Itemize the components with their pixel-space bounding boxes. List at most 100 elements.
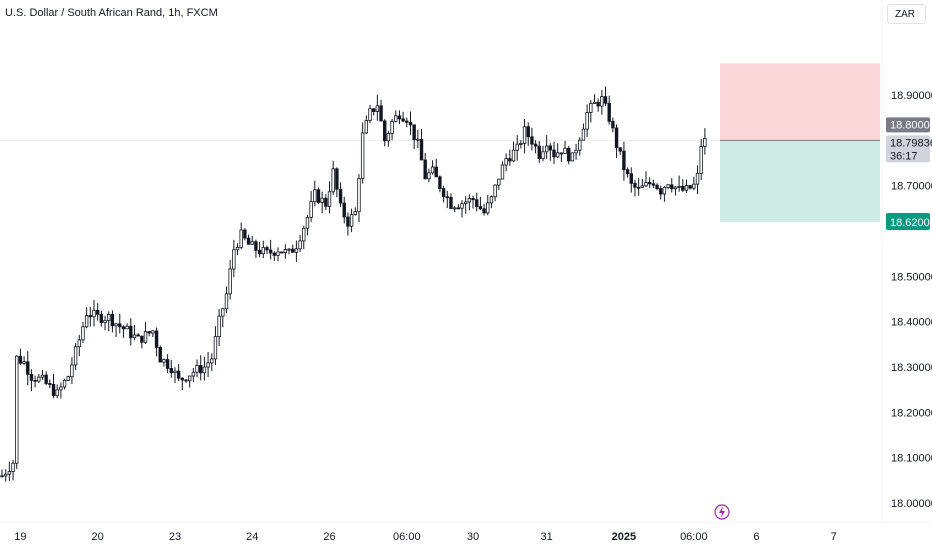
candle-body — [463, 201, 468, 205]
candle-body — [445, 196, 449, 199]
candle-body — [276, 251, 280, 256]
candle-body — [22, 361, 26, 364]
candle-body — [84, 315, 89, 328]
candle-body — [59, 386, 63, 391]
candle-body — [360, 132, 365, 179]
candle-body — [482, 208, 486, 214]
candle-body — [302, 227, 306, 242]
candle-body — [500, 164, 505, 180]
candle-body — [452, 207, 457, 210]
candle-body — [324, 197, 328, 207]
candle-body — [92, 309, 96, 318]
candle-body — [279, 251, 284, 254]
candle-body — [298, 240, 302, 250]
candle-body — [44, 374, 48, 384]
candle-body — [210, 358, 214, 364]
candle-body — [342, 202, 346, 218]
candle-body — [493, 184, 497, 198]
candle-body — [121, 326, 126, 330]
candle-body — [368, 108, 372, 121]
candle-body — [618, 147, 622, 152]
candle-body — [611, 120, 615, 129]
candle-body — [666, 184, 670, 188]
candle-body — [511, 149, 516, 162]
time-tick-label: 6 — [753, 531, 759, 543]
candle-body — [162, 359, 166, 363]
candle-body — [95, 309, 100, 315]
candle-body — [552, 149, 556, 158]
candle-body — [228, 268, 232, 295]
candle-body — [99, 313, 104, 323]
price-tick-label: 18.00000 — [891, 498, 932, 510]
candle-body — [405, 120, 409, 123]
target-price-label: 18.62000 — [890, 217, 932, 229]
candle-body — [533, 143, 538, 147]
candle-body — [430, 166, 435, 174]
price-tick-label: 18.20000 — [891, 407, 932, 419]
candle-body — [607, 102, 611, 122]
candle-body — [614, 127, 619, 149]
candle-body — [449, 197, 453, 209]
candle-body — [655, 184, 659, 190]
take-profit-zone[interactable] — [720, 140, 880, 222]
candle-body — [651, 183, 656, 186]
candle-body — [423, 159, 427, 180]
candle-body — [622, 150, 626, 171]
candle-body — [688, 185, 692, 189]
candle-body — [110, 314, 115, 327]
candle-body — [390, 121, 394, 134]
candle-body — [158, 347, 162, 363]
time-tick-label: 30 — [467, 531, 479, 543]
candle-body — [434, 166, 438, 178]
candle-body — [526, 126, 530, 138]
candle-body — [224, 293, 229, 310]
candle-body — [592, 101, 597, 104]
candle-body — [603, 96, 608, 104]
candle-body — [261, 247, 265, 255]
candle-body — [140, 335, 144, 343]
candle-body — [202, 366, 207, 374]
candle-body — [73, 346, 78, 366]
candle-body — [33, 379, 37, 382]
candle-body — [636, 186, 641, 189]
candle-body — [81, 326, 85, 341]
candle-body — [136, 334, 140, 337]
candle-body — [677, 185, 681, 188]
candle-body — [55, 389, 59, 396]
candle-body — [51, 383, 56, 396]
candle-body — [596, 101, 600, 107]
candle-body — [265, 247, 269, 251]
candle-body — [283, 249, 288, 253]
candle-body — [647, 182, 652, 185]
candle-body — [537, 145, 541, 159]
candle-body — [438, 176, 442, 189]
candle-body — [570, 152, 575, 162]
candle-body — [699, 146, 703, 174]
candle-body — [578, 139, 582, 151]
bar-countdown-label: 36:17 — [890, 150, 918, 162]
candle-body — [173, 370, 177, 373]
stop-loss-zone[interactable] — [720, 63, 880, 141]
candle-body — [478, 206, 483, 210]
candle-body — [250, 241, 254, 245]
time-tick-label: 06:00 — [680, 531, 708, 543]
candle-body — [184, 379, 188, 382]
candle-body — [257, 250, 262, 255]
candle-body — [681, 185, 685, 191]
candle-body — [497, 178, 501, 186]
candle-body — [77, 339, 81, 348]
candle-body — [662, 187, 667, 195]
candle-body — [165, 359, 170, 369]
candle-body — [585, 112, 589, 130]
candle-body — [349, 214, 354, 227]
candle-body — [338, 188, 343, 204]
candle-body — [154, 330, 159, 348]
candle-body — [143, 331, 148, 343]
candle-body — [125, 325, 129, 330]
candle-body — [353, 211, 357, 216]
candle-body — [195, 365, 199, 373]
candle-body — [522, 126, 527, 144]
currency-selector[interactable]: ZAR — [887, 4, 926, 24]
candle-body — [684, 185, 689, 191]
